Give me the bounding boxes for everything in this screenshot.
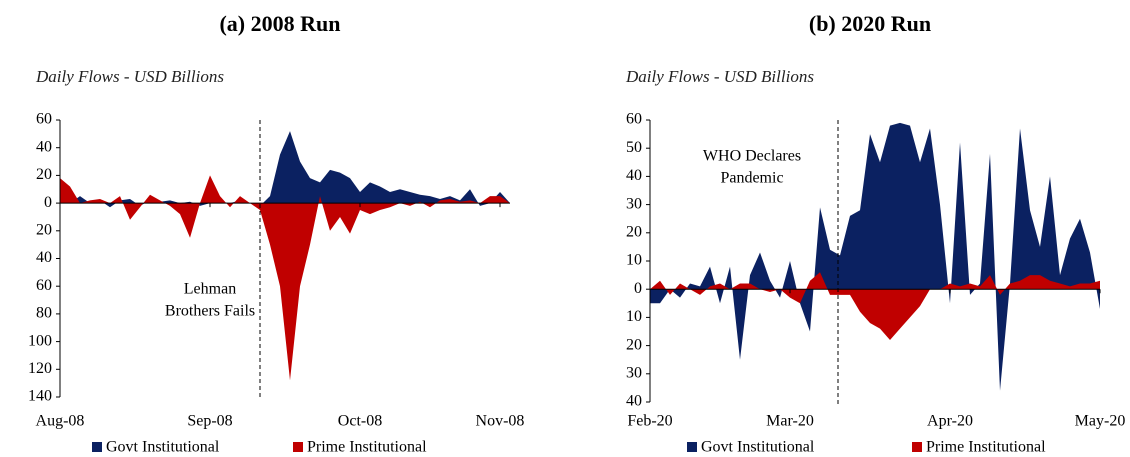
y-tick-label: 100 xyxy=(28,332,52,349)
annotation: WHO Declares xyxy=(703,148,801,165)
y-tick-label: 60 xyxy=(36,111,52,128)
legend-label: Govt Institutional xyxy=(106,439,220,456)
y-tick-label: 10 xyxy=(626,252,642,269)
area xyxy=(60,131,510,208)
chart-title: (b) 2020 Run xyxy=(809,11,931,36)
x-tick-label: Sep-08 xyxy=(187,413,232,430)
y-tick-label: 20 xyxy=(626,223,642,240)
y-tick-label: 40 xyxy=(36,249,52,266)
legend-swatch xyxy=(92,442,102,452)
y-tick-label: 60 xyxy=(36,277,52,294)
y-tick-label: 30 xyxy=(626,364,642,381)
annotation: Brothers Fails xyxy=(165,303,255,320)
annotation: Lehman xyxy=(184,281,236,298)
x-tick-label: Oct-08 xyxy=(338,413,382,430)
y-tick-label: 20 xyxy=(626,336,642,353)
legend-swatch xyxy=(687,442,697,452)
chart-subtitle: Daily Flows - USD Billions xyxy=(625,67,814,86)
legend-label: Prime Institutional xyxy=(926,439,1046,456)
chart-title: (a) 2008 Run xyxy=(219,11,340,36)
x-tick-label: May-20 xyxy=(1075,413,1126,430)
x-tick-label: Nov-08 xyxy=(476,413,525,430)
y-tick-label: 120 xyxy=(28,360,52,377)
legend-label: Govt Institutional xyxy=(701,439,815,456)
y-tick-label: 20 xyxy=(36,166,52,183)
area xyxy=(60,175,510,381)
y-tick-label: 20 xyxy=(36,221,52,238)
y-tick-label: 40 xyxy=(626,393,642,410)
x-tick-label: Apr-20 xyxy=(927,413,973,430)
y-tick-label: 0 xyxy=(634,280,642,297)
y-tick-label: 60 xyxy=(626,111,642,128)
y-tick-label: 30 xyxy=(626,195,642,212)
y-tick-label: 40 xyxy=(626,167,642,184)
x-tick-label: Aug-08 xyxy=(36,413,85,430)
y-tick-label: 50 xyxy=(626,139,642,156)
y-tick-label: 40 xyxy=(36,138,52,155)
x-tick-label: Feb-20 xyxy=(627,413,672,430)
legend-swatch xyxy=(912,442,922,452)
area xyxy=(650,122,1100,391)
y-tick-label: 80 xyxy=(36,305,52,322)
legend-swatch xyxy=(293,442,303,452)
x-tick-label: Mar-20 xyxy=(766,413,814,430)
annotation: Pandemic xyxy=(720,170,783,187)
legend-label: Prime Institutional xyxy=(307,439,427,456)
y-tick-label: 0 xyxy=(44,194,52,211)
y-tick-label: 10 xyxy=(626,308,642,325)
y-tick-label: 140 xyxy=(28,388,52,405)
chart-subtitle: Daily Flows - USD Billions xyxy=(35,67,224,86)
